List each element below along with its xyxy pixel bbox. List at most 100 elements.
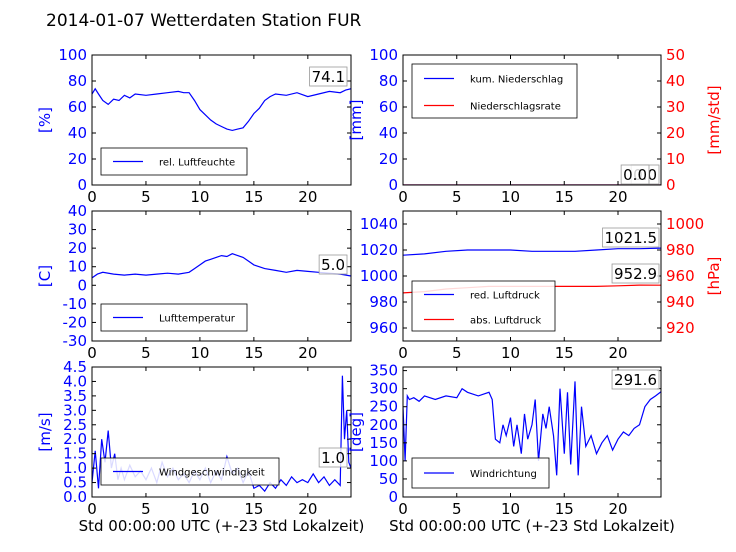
y-tick-label: -30 xyxy=(63,332,88,350)
last-value-text: 1021.5 xyxy=(605,229,658,247)
last-value-annotation: 5.0 xyxy=(318,254,348,275)
x-tick-label: 10 xyxy=(501,344,520,362)
y-tick-label: 200 xyxy=(369,416,398,434)
plot-frame xyxy=(91,366,352,498)
last-value-box xyxy=(611,369,660,390)
legend-label: Windgeschwindigkeit xyxy=(159,468,265,479)
y-axis-label: [C] xyxy=(36,265,54,287)
panel-4: 0 5 10 15 20 960 980 1000 1020 1040 920 940 960 980 10… xyxy=(360,210,723,362)
y-tick-label: 980 xyxy=(369,293,398,311)
y-tick-label: 1.0 xyxy=(63,459,87,477)
legend-box xyxy=(100,457,280,486)
y-tick-label: 20 xyxy=(68,150,87,168)
y-tick-label: 2.5 xyxy=(63,416,87,434)
y-tick-label: 40 xyxy=(68,124,87,142)
plot-frame xyxy=(91,210,352,342)
x-tick-label: 5 xyxy=(452,344,462,362)
y2-tick-label: 10 xyxy=(666,150,685,168)
x-tick-label: 20 xyxy=(298,188,317,206)
y-tick-label: 3.0 xyxy=(63,401,87,419)
y-tick-label: 0.0 xyxy=(63,488,87,506)
y-axis-label: [deg] xyxy=(347,412,365,452)
y-tick-label: 60 xyxy=(68,98,87,116)
last-value-annotation: 1.0 xyxy=(318,447,348,468)
y-tick-label: 1.5 xyxy=(63,445,87,463)
x-tick-label: 5 xyxy=(452,500,462,518)
y2-tick-label: 920 xyxy=(666,319,695,337)
last-value-annotation: 74.1 xyxy=(309,66,348,87)
y-tick-label: 0 xyxy=(388,488,398,506)
y-tick-label: 4.0 xyxy=(63,372,87,390)
y-tick-label: 3.5 xyxy=(63,387,87,405)
x-tick-label: 10 xyxy=(501,500,520,518)
last-value-box-2 xyxy=(611,263,660,284)
last-value-box-2 xyxy=(620,164,650,185)
y-tick-label: 40 xyxy=(68,202,87,220)
y-tick-label: 40 xyxy=(379,124,398,142)
x-tick-label: 20 xyxy=(298,500,317,518)
x-tick-label: 0 xyxy=(398,500,408,518)
legend: kum. Niederschlag Niederschlagsrate xyxy=(411,63,578,119)
y-tick-label: 80 xyxy=(68,72,87,90)
y-tick-label: 30 xyxy=(68,221,87,239)
x-tick-label: 10 xyxy=(190,188,209,206)
x-tick-label: 10 xyxy=(190,344,209,362)
y2-tick-label: 940 xyxy=(666,293,695,311)
x-tick-label: 15 xyxy=(244,188,263,206)
legend: Windgeschwindigkeit xyxy=(100,457,280,486)
x-tick-label: 20 xyxy=(608,188,627,206)
y2-tick-label: 0 xyxy=(666,176,676,194)
x-tick-label: 0 xyxy=(87,500,97,518)
y2-axis-label: [hPa] xyxy=(705,257,723,296)
last-value-box xyxy=(318,447,348,468)
y-tick-label: 100 xyxy=(369,452,398,470)
y-tick-label: 250 xyxy=(369,398,398,416)
y-axis-label: [mm] xyxy=(347,100,365,141)
legend-label: rel. Luftfeuchte xyxy=(159,158,235,169)
series-line-1 xyxy=(403,247,661,256)
legend-label: Niederschlagsrate xyxy=(470,102,561,113)
x-tick-label: 10 xyxy=(190,500,209,518)
x-tick-label: 5 xyxy=(141,500,151,518)
last-value-box xyxy=(309,66,348,87)
y-tick-label: 1000 xyxy=(360,267,398,285)
x-tick-label: 5 xyxy=(141,344,151,362)
x-tick-label: 20 xyxy=(608,500,627,518)
x-tick-label: 20 xyxy=(298,344,317,362)
last-value-text: 1.0 xyxy=(321,449,345,467)
y-tick-label: 100 xyxy=(369,46,398,64)
last-value-annotation-2: 952.9 xyxy=(611,263,660,284)
x-tick-label: 5 xyxy=(141,188,151,206)
y-tick-label: -20 xyxy=(63,313,88,331)
x-axis-label: Std 00:00:00 UTC (+-23 Std Lokalzeit) xyxy=(79,517,365,535)
x-tick-label: 0 xyxy=(87,344,97,362)
y-tick-label: 1020 xyxy=(360,241,398,259)
y-axis-label: [m/s] xyxy=(36,412,54,451)
y-tick-label: 0 xyxy=(77,176,87,194)
panel-1: 0 5 10 15 20 0 20 40 60 80 100 [%] rel. Luftfeuchte 7… xyxy=(36,46,352,206)
last-value-text: 74.1 xyxy=(312,68,345,86)
last-value-text: 5.0 xyxy=(321,256,345,274)
last-value-annotation: 1021.5 xyxy=(602,227,660,248)
y-tick-label: 4.5 xyxy=(63,358,87,376)
y-tick-label: 60 xyxy=(379,98,398,116)
x-tick-label: 20 xyxy=(608,344,627,362)
y-tick-label: 960 xyxy=(369,319,398,337)
panel-5: 0 5 10 15 200.00.51.01.52.02.53.03.54.04.5[m… xyxy=(36,358,364,535)
panel-2: 0 5 10 15 20 0 20 40 60 80 100 0 10 20 30 40 50 [mm] [mm/s… xyxy=(347,46,723,206)
chart-title: 2014-01-07 Wetterdaten Station FUR xyxy=(46,11,362,31)
x-tick-label: 15 xyxy=(244,344,263,362)
legend-label: red. Luftdruck xyxy=(470,291,540,302)
y-tick-label: 0 xyxy=(77,276,87,294)
y-tick-label: 10 xyxy=(68,258,87,276)
y2-tick-label: 1000 xyxy=(666,215,704,233)
y-tick-label: 0 xyxy=(388,176,398,194)
legend: rel. Luftfeuchte xyxy=(100,147,248,176)
x-tick-label: 10 xyxy=(501,188,520,206)
x-tick-label: 5 xyxy=(452,188,462,206)
y-tick-label: 100 xyxy=(58,46,87,64)
plot-frame xyxy=(91,54,352,186)
y-tick-label: 50 xyxy=(379,470,398,488)
